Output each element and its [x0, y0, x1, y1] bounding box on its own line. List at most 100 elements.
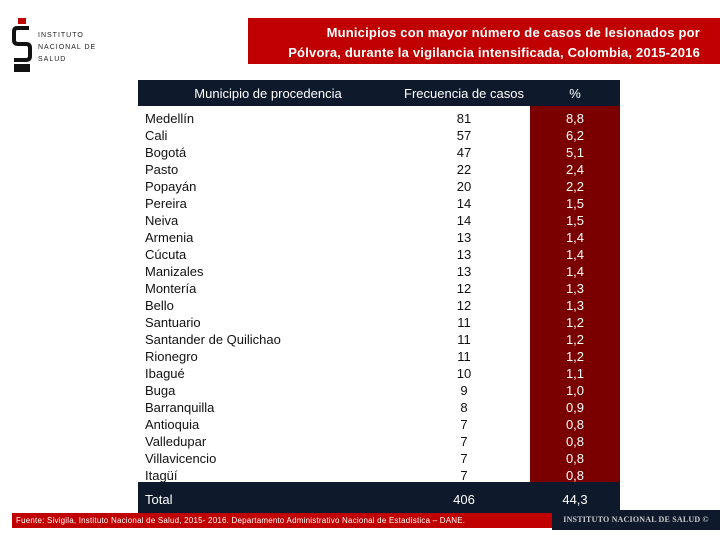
table-row: Valledupar 7 0,8 [138, 433, 620, 450]
cell-percent: 0,8 [565, 434, 585, 449]
cell-municipio: Medellín [145, 111, 195, 126]
cell-municipio: Cúcuta [145, 247, 187, 262]
table-row: Popayán 20 2,2 [138, 178, 620, 195]
cell-municipio: Bogotá [145, 145, 187, 160]
table-row: Antioquia 7 0,8 [138, 416, 620, 433]
cell-percent: 1,2 [565, 349, 585, 364]
cell-frecuencia: 13 [456, 230, 472, 245]
cell-frecuencia: 22 [456, 162, 472, 177]
table-row: Barranquilla 8 0,9 [138, 399, 620, 416]
cell-municipio: Montería [145, 281, 197, 296]
header-frecuencia: Frecuencia de casos [404, 85, 524, 101]
cell-municipio: Armenia [145, 230, 194, 245]
cell-percent: 2,4 [565, 162, 585, 177]
cell-frecuencia: 12 [456, 298, 472, 313]
cell-frecuencia: 57 [456, 128, 472, 143]
cell-frecuencia: 13 [456, 247, 472, 262]
cell-percent: 1,4 [565, 264, 585, 279]
cell-frecuencia: 7 [460, 417, 468, 432]
cell-frecuencia: 9 [460, 383, 468, 398]
cell-percent: 1,2 [565, 332, 585, 347]
cell-percent: 1,3 [565, 298, 585, 313]
cell-municipio: Rionegro [145, 349, 198, 364]
table-row: Medellín 81 8,8 [138, 110, 620, 127]
cell-frecuencia: 20 [456, 179, 472, 194]
table-row: Bogotá 47 5,1 [138, 144, 620, 161]
cell-frecuencia: 11 [457, 315, 471, 330]
cell-percent: 6,2 [565, 128, 585, 143]
logo-wordmark: Instituto Nacional de Salud [38, 30, 96, 66]
cell-percent: 0,8 [565, 417, 585, 432]
cases-table: Municipio de procedencia Frecuencia de c… [138, 80, 620, 516]
cell-percent: 1,3 [565, 281, 585, 296]
cell-percent: 2,2 [565, 179, 585, 194]
cell-municipio: Santuario [145, 315, 201, 330]
cell-frecuencia: 8 [460, 400, 468, 415]
cell-municipio: Bello [145, 298, 174, 313]
cell-municipio: Itagüí [145, 468, 178, 483]
cell-municipio: Barranquilla [145, 400, 215, 415]
table-row: Armenia 13 1,4 [138, 229, 620, 246]
total-label: Total [145, 491, 173, 507]
table-row: Neiva 14 1,5 [138, 212, 620, 229]
slide-title: Municipios con mayor número de casos de … [248, 18, 720, 64]
cell-frecuencia: 10 [456, 366, 472, 381]
cell-frecuencia: 12 [456, 281, 472, 296]
table-row: Buga 9 1,0 [138, 382, 620, 399]
cell-municipio: Villavicencio [145, 451, 217, 466]
title-line-2: Pólvora, durante la vigilancia intensifi… [288, 45, 700, 60]
cell-municipio: Cali [145, 128, 168, 143]
table-body: Medellín 81 8,8 Cali 57 6,2 Bogotá 47 5,1 Pasto 22… [138, 106, 620, 484]
table-row: Rionegro 11 1,2 [138, 348, 620, 365]
table-row: Cali 57 6,2 [138, 127, 620, 144]
table-row: Bello 12 1,3 [138, 297, 620, 314]
table-rows: Medellín 81 8,8 Cali 57 6,2 Bogotá 47 5,1 Pasto 22… [138, 110, 620, 484]
percent-column-background [530, 106, 620, 482]
table-row: Pasto 22 2,4 [138, 161, 620, 178]
cell-percent: 5,1 [565, 145, 585, 160]
cell-percent: 1,2 [565, 315, 585, 330]
cell-percent: 0,9 [565, 400, 585, 415]
table-row: Montería 12 1,3 [138, 280, 620, 297]
cell-municipio: Ibagué [145, 366, 185, 381]
cell-municipio: Pasto [145, 162, 179, 177]
cell-percent: 0,8 [565, 468, 585, 483]
table-row: Santander de Quilichao 11 1,2 [138, 331, 620, 348]
total-percent: 44,3 [530, 491, 620, 507]
cell-municipio: Valledupar [145, 434, 207, 449]
institute-footer: INSTITUTO NACIONAL DE SALUD © [552, 510, 720, 530]
table-row: Villavicencio 7 0,8 [138, 450, 620, 467]
table-row: Santuario 11 1,2 [138, 314, 620, 331]
cell-frecuencia: 7 [460, 434, 468, 449]
cell-percent: 1,5 [565, 196, 585, 211]
cell-municipio: Manizales [145, 264, 204, 279]
cell-frecuencia: 11 [457, 332, 471, 347]
table-row: Itagüí 7 0,8 [138, 467, 620, 484]
cell-municipio: Antioquia [145, 417, 200, 432]
cell-percent: 8,8 [565, 111, 585, 126]
logo-line: Instituto [38, 32, 84, 39]
cell-frecuencia: 81 [456, 111, 472, 126]
table-total-row: Total 406 44,3 [138, 482, 620, 516]
table-row: Cúcuta 13 1,4 [138, 246, 620, 263]
cell-percent: 0,8 [565, 451, 585, 466]
table-row: Pereira 14 1,5 [138, 195, 620, 212]
cell-frecuencia: 7 [460, 468, 468, 483]
cell-frecuencia: 14 [456, 196, 472, 211]
cell-municipio: Neiva [145, 213, 179, 228]
ins-logo-icon [12, 18, 32, 74]
logo-line: Salud [38, 56, 67, 63]
logo-line: Nacional de [38, 44, 97, 51]
cell-frecuencia: 47 [456, 145, 472, 160]
cell-percent: 1,0 [565, 383, 585, 398]
cell-municipio: Santander de Quilichao [145, 332, 281, 347]
cell-municipio: Pereira [145, 196, 187, 211]
header-municipio: Municipio de procedencia [194, 85, 342, 101]
source-note: Fuente: Sivigila, Instituto Nacional de … [12, 513, 552, 528]
institute-logo: Instituto Nacional de Salud [12, 18, 102, 74]
total-frecuencia: 406 [453, 491, 475, 507]
cell-percent: 1,1 [565, 366, 585, 381]
table-row: Ibagué 10 1,1 [138, 365, 620, 382]
cell-frecuencia: 14 [456, 213, 472, 228]
cell-percent: 1,4 [565, 230, 585, 245]
